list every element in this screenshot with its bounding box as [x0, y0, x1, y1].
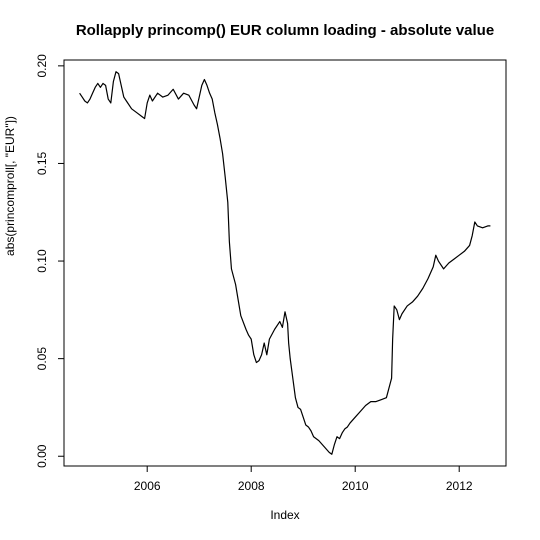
- series-layer: [79, 71, 491, 455]
- x-axis-label: Index: [270, 508, 300, 522]
- x-axis: 2006 2008 2010 2012: [134, 466, 473, 493]
- x-tick-label: 2010: [342, 479, 369, 493]
- y-tick-label: 0.20: [35, 54, 49, 78]
- y-axis: 0.00 0.05 0.10 0.15 0.20: [35, 54, 64, 468]
- y-tick-label: 0.05: [35, 347, 49, 371]
- y-tick-label: 0.15: [35, 151, 49, 175]
- chart-title: Rollapply princomp() EUR column loading …: [75, 22, 495, 39]
- x-tick-label: 2008: [238, 479, 265, 493]
- y-tick-label: 0.00: [35, 444, 49, 468]
- series-line-eur-loading: [79, 71, 491, 455]
- x-tick-label: 2006: [134, 479, 161, 493]
- y-tick-label: 0.10: [35, 249, 49, 273]
- y-axis-label: abs(princomproll[, "EUR"]): [3, 116, 17, 256]
- plot-box: [63, 59, 507, 467]
- x-tick-label: 2012: [446, 479, 473, 493]
